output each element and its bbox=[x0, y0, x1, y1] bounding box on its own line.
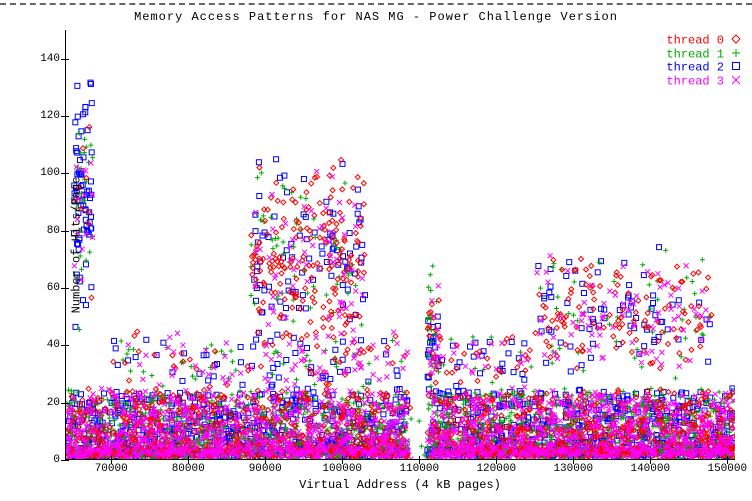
y-tick-label: 60 bbox=[20, 282, 60, 294]
legend-marker-icon bbox=[732, 48, 740, 61]
x-tick-label: 150000 bbox=[702, 463, 752, 475]
legend: thread 0thread 1thread 2thread 3 bbox=[666, 34, 740, 89]
y-tick-mark bbox=[61, 460, 69, 461]
y-tick-mark bbox=[61, 288, 69, 289]
x-tick-label: 90000 bbox=[240, 463, 290, 475]
y-tick-label: 40 bbox=[20, 339, 60, 351]
x-tick-label: 130000 bbox=[548, 463, 598, 475]
x-tick-mark bbox=[419, 456, 420, 464]
x-tick-label: 110000 bbox=[394, 463, 444, 475]
x-tick-mark bbox=[573, 456, 574, 464]
y-tick-mark bbox=[61, 231, 69, 232]
y-tick-mark bbox=[61, 345, 69, 346]
x-tick-mark bbox=[188, 456, 189, 464]
x-tick-label: 120000 bbox=[471, 463, 521, 475]
y-tick-label: 80 bbox=[20, 225, 60, 237]
y-tick-mark bbox=[61, 116, 69, 117]
y-axis-label: Number of Hits/Page bbox=[69, 177, 83, 314]
x-tick-label: 80000 bbox=[163, 463, 213, 475]
x-tick-label: 70000 bbox=[86, 463, 136, 475]
top-border-dashed bbox=[0, 3, 752, 5]
x-tick-label: 100000 bbox=[317, 463, 367, 475]
x-tick-mark bbox=[111, 456, 112, 464]
y-tick-label: 140 bbox=[20, 53, 60, 65]
legend-marker-icon bbox=[732, 75, 740, 88]
legend-label: thread 1 bbox=[666, 47, 724, 61]
x-axis-label: Virtual Address (4 kB pages) bbox=[65, 478, 735, 492]
legend-entry: thread 2 bbox=[666, 61, 740, 75]
y-tick-label: 100 bbox=[20, 167, 60, 179]
y-tick-label: 20 bbox=[20, 397, 60, 409]
y-tick-mark bbox=[61, 403, 69, 404]
x-tick-label: 140000 bbox=[625, 463, 675, 475]
scatter-plot bbox=[65, 30, 735, 460]
x-tick-mark bbox=[650, 456, 651, 464]
legend-marker-icon bbox=[732, 61, 740, 74]
y-tick-label: 0 bbox=[20, 454, 60, 466]
legend-entry: thread 0 bbox=[666, 34, 740, 48]
legend-label: thread 2 bbox=[666, 61, 724, 75]
legend-label: thread 3 bbox=[666, 75, 724, 89]
chart-container: Memory Access Patterns for NAS MG - Powe… bbox=[0, 0, 752, 501]
x-tick-mark bbox=[342, 456, 343, 464]
legend-entry: thread 1 bbox=[666, 48, 740, 62]
x-tick-mark bbox=[496, 456, 497, 464]
legend-entry: thread 3 bbox=[666, 75, 740, 89]
y-tick-mark bbox=[61, 173, 69, 174]
x-tick-mark bbox=[265, 456, 266, 464]
y-tick-label: 120 bbox=[20, 110, 60, 122]
x-tick-mark bbox=[727, 456, 728, 464]
chart-title: Memory Access Patterns for NAS MG - Powe… bbox=[0, 10, 752, 24]
legend-label: thread 0 bbox=[666, 34, 724, 48]
y-tick-mark bbox=[61, 59, 69, 60]
legend-marker-icon bbox=[732, 34, 740, 47]
